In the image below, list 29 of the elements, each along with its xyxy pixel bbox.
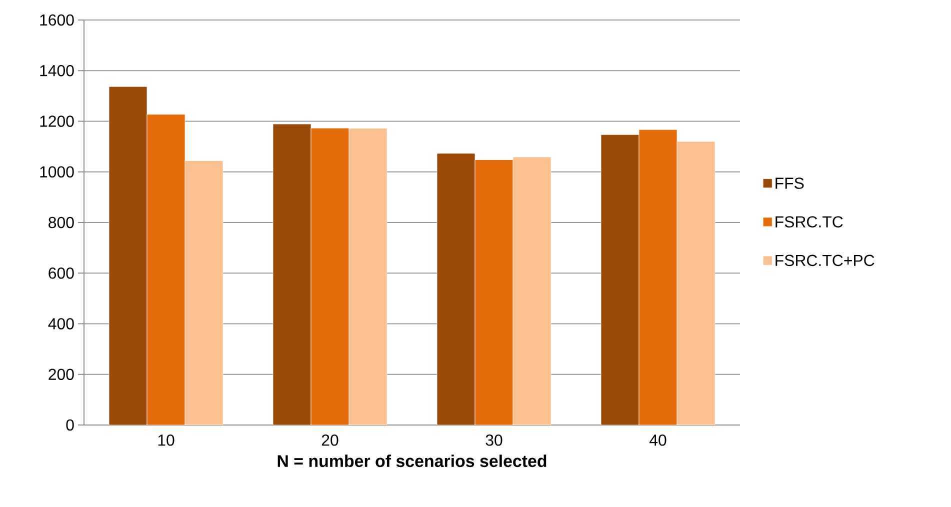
y-tick-label: 400 <box>48 318 74 330</box>
y-tick-label: 1200 <box>40 116 74 127</box>
bar <box>272 124 312 425</box>
x-tick-label: 20 <box>322 434 338 446</box>
bar <box>348 128 388 425</box>
bar <box>600 134 640 425</box>
legend-label: FSRC.TC <box>776 216 843 228</box>
bar <box>310 128 350 425</box>
x-axis-title: N = number of scenarios selected <box>278 454 546 468</box>
y-tick-label: 600 <box>48 267 74 279</box>
bar <box>474 160 514 425</box>
bar <box>512 156 552 425</box>
bar <box>436 153 476 425</box>
y-tick-label: 1600 <box>40 14 74 26</box>
legend-label: FFS <box>776 178 804 189</box>
bar <box>184 160 224 425</box>
x-tick-label: 10 <box>158 434 174 446</box>
bar <box>638 129 678 425</box>
bar <box>108 86 148 425</box>
y-tick-label: 200 <box>48 368 74 380</box>
legend-label: FSRC.TC+PC <box>776 254 874 266</box>
y-tick-label: 1000 <box>40 166 74 178</box>
x-tick-label: 40 <box>650 434 666 446</box>
y-tick-label: 800 <box>48 216 74 228</box>
bar <box>676 141 716 425</box>
y-tick-label: 1400 <box>40 64 74 76</box>
x-tick-label: 30 <box>486 434 502 446</box>
bar <box>146 114 186 425</box>
y-tick-label: 0 <box>66 419 74 431</box>
